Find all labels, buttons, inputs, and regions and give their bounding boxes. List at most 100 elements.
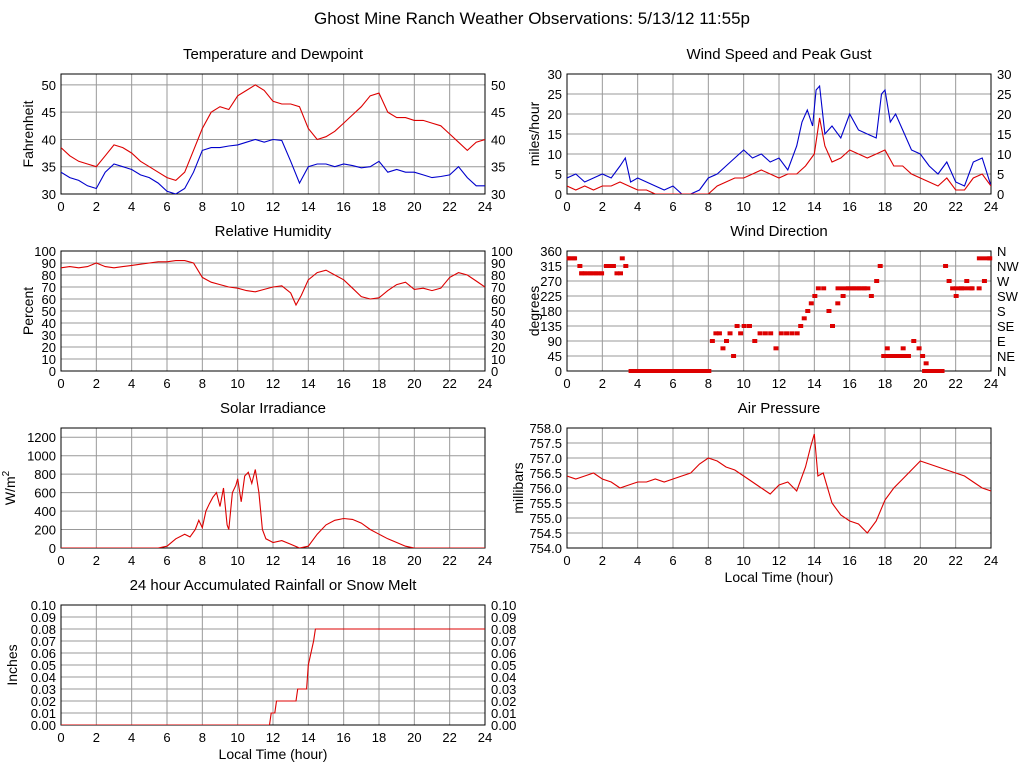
wind-xtick-label: 6 bbox=[669, 199, 676, 214]
winddir-point bbox=[607, 264, 613, 268]
rain-ytick-label: 0.10 bbox=[31, 598, 56, 613]
wind-right-tick-label: 5 bbox=[997, 167, 1004, 182]
pressure-ytick-label: 755.0 bbox=[529, 511, 562, 526]
rh-right-tick-label: 0 bbox=[491, 364, 498, 379]
wind-xtick-label: 24 bbox=[984, 199, 998, 214]
temp-xtick-label: 14 bbox=[301, 199, 315, 214]
wind-right-tick-label: 20 bbox=[997, 107, 1011, 122]
rain-xtick-label: 16 bbox=[336, 730, 350, 745]
solar-xtick-label: 8 bbox=[199, 553, 206, 568]
winddir-point bbox=[835, 301, 841, 306]
temp-ytick-label: 50 bbox=[42, 78, 56, 93]
winddir-point bbox=[784, 331, 790, 336]
solar-ytick-label: 800 bbox=[34, 467, 56, 482]
rain-frame bbox=[60, 604, 486, 726]
rh-right-tick-label: 50 bbox=[491, 304, 505, 319]
rain-xtick-label: 6 bbox=[163, 730, 170, 745]
winddir-point bbox=[618, 271, 623, 276]
winddir-xtick-label: 16 bbox=[842, 376, 856, 391]
winddir-point bbox=[752, 339, 758, 343]
pressure-xtick-label: 10 bbox=[736, 553, 750, 568]
winddir-xtick-label: 14 bbox=[807, 376, 821, 391]
wind-ytick-label: 30 bbox=[548, 67, 562, 82]
rh-right-tick-label: 60 bbox=[491, 292, 505, 307]
temp-xtick-label: 10 bbox=[230, 199, 244, 214]
rain-right-tick-label: 0.05 bbox=[491, 658, 516, 673]
winddir-point-run bbox=[835, 286, 866, 291]
wind-xtick-label: 12 bbox=[772, 199, 786, 214]
winddir-point bbox=[727, 331, 733, 336]
rain-right-tick-label: 0.04 bbox=[491, 670, 516, 685]
winddir-point bbox=[812, 294, 818, 298]
pressure-title: Air Pressure bbox=[738, 400, 821, 417]
winddir-point bbox=[762, 331, 768, 336]
temp-xtick-label: 8 bbox=[199, 199, 206, 214]
rh-xtick-label: 16 bbox=[336, 376, 350, 391]
winddir-point-run bbox=[628, 369, 711, 373]
solar-xtick-label: 2 bbox=[93, 553, 100, 568]
wind-ytick-label: 5 bbox=[555, 167, 562, 182]
temp-right-tick-label: 35 bbox=[491, 160, 505, 175]
rh-ytick-label: 70 bbox=[42, 280, 56, 295]
winddir-ytick-label: 315 bbox=[540, 259, 562, 274]
winddir-ylabel: degrees bbox=[526, 286, 542, 337]
winddir-right-tick-label: S bbox=[997, 304, 1006, 319]
rh-xtick-label: 0 bbox=[57, 376, 64, 391]
winddir-point bbox=[798, 324, 804, 328]
winddir-point bbox=[603, 264, 609, 268]
winddir-point-run bbox=[976, 256, 991, 261]
rain-ylabel: Inches bbox=[4, 644, 20, 685]
winddir-point bbox=[619, 256, 625, 261]
winddir-point bbox=[830, 324, 835, 328]
winddir-point bbox=[981, 279, 987, 283]
winddir-point bbox=[911, 339, 917, 343]
winddir-point bbox=[724, 339, 729, 343]
wind-ytick-label: 15 bbox=[548, 127, 562, 142]
rain-right-tick-label: 0.02 bbox=[491, 694, 516, 709]
pressure-xtick-label: 0 bbox=[563, 553, 570, 568]
rain-ytick-label: 0.06 bbox=[31, 646, 56, 661]
winddir-xtick-label: 8 bbox=[705, 376, 712, 391]
pressure-ytick-label: 756.5 bbox=[529, 466, 562, 481]
temp-xtick-label: 22 bbox=[442, 199, 456, 214]
temp-xtick-label: 24 bbox=[478, 199, 492, 214]
rh-ytick-label: 80 bbox=[42, 268, 56, 283]
rain-ytick-label: 0.05 bbox=[31, 658, 56, 673]
winddir-point-run bbox=[953, 286, 974, 291]
pressure-series-line-0 bbox=[567, 433, 991, 534]
pressure-ytick-label: 758.0 bbox=[529, 421, 562, 436]
pressure-ylabel: millibars bbox=[510, 462, 526, 513]
rh-frame bbox=[60, 250, 486, 372]
temp-xtick-label: 6 bbox=[163, 199, 170, 214]
rain-xtick-label: 10 bbox=[230, 730, 244, 745]
winddir-point bbox=[821, 286, 827, 291]
temp-xtick-label: 12 bbox=[266, 199, 280, 214]
winddir-point bbox=[976, 286, 982, 291]
solar-xtick-label: 4 bbox=[128, 553, 135, 568]
solar-xtick-label: 0 bbox=[57, 553, 64, 568]
temp-frame bbox=[60, 73, 486, 195]
winddir-point bbox=[614, 271, 620, 276]
pressure-xtick-label: 14 bbox=[807, 553, 821, 568]
winddir-point-run bbox=[579, 271, 605, 276]
rh-ylabel: Percent bbox=[20, 287, 36, 335]
winddir-point bbox=[943, 264, 949, 268]
wind-ytick-label: 10 bbox=[548, 147, 562, 162]
winddir-xtick-label: 10 bbox=[736, 376, 750, 391]
winddir-point-run bbox=[567, 256, 576, 261]
rh-ytick-label: 0 bbox=[49, 364, 56, 379]
winddir-point bbox=[950, 286, 956, 291]
wind-xtick-label: 20 bbox=[913, 199, 927, 214]
winddir-point bbox=[757, 331, 763, 336]
winddir-point bbox=[916, 346, 922, 351]
temp-ytick-label: 30 bbox=[42, 187, 56, 202]
wind-xtick-label: 2 bbox=[599, 199, 606, 214]
rain-title: 24 hour Accumulated Rainfall or Snow Mel… bbox=[130, 577, 418, 594]
winddir-point bbox=[738, 331, 744, 336]
temp-ytick-label: 45 bbox=[42, 105, 56, 120]
temp-ylabel: Fahrenheit bbox=[20, 100, 36, 167]
winddir-point bbox=[946, 279, 952, 283]
winddir-right-tick-label: W bbox=[997, 274, 1010, 289]
winddir-point bbox=[939, 369, 945, 373]
